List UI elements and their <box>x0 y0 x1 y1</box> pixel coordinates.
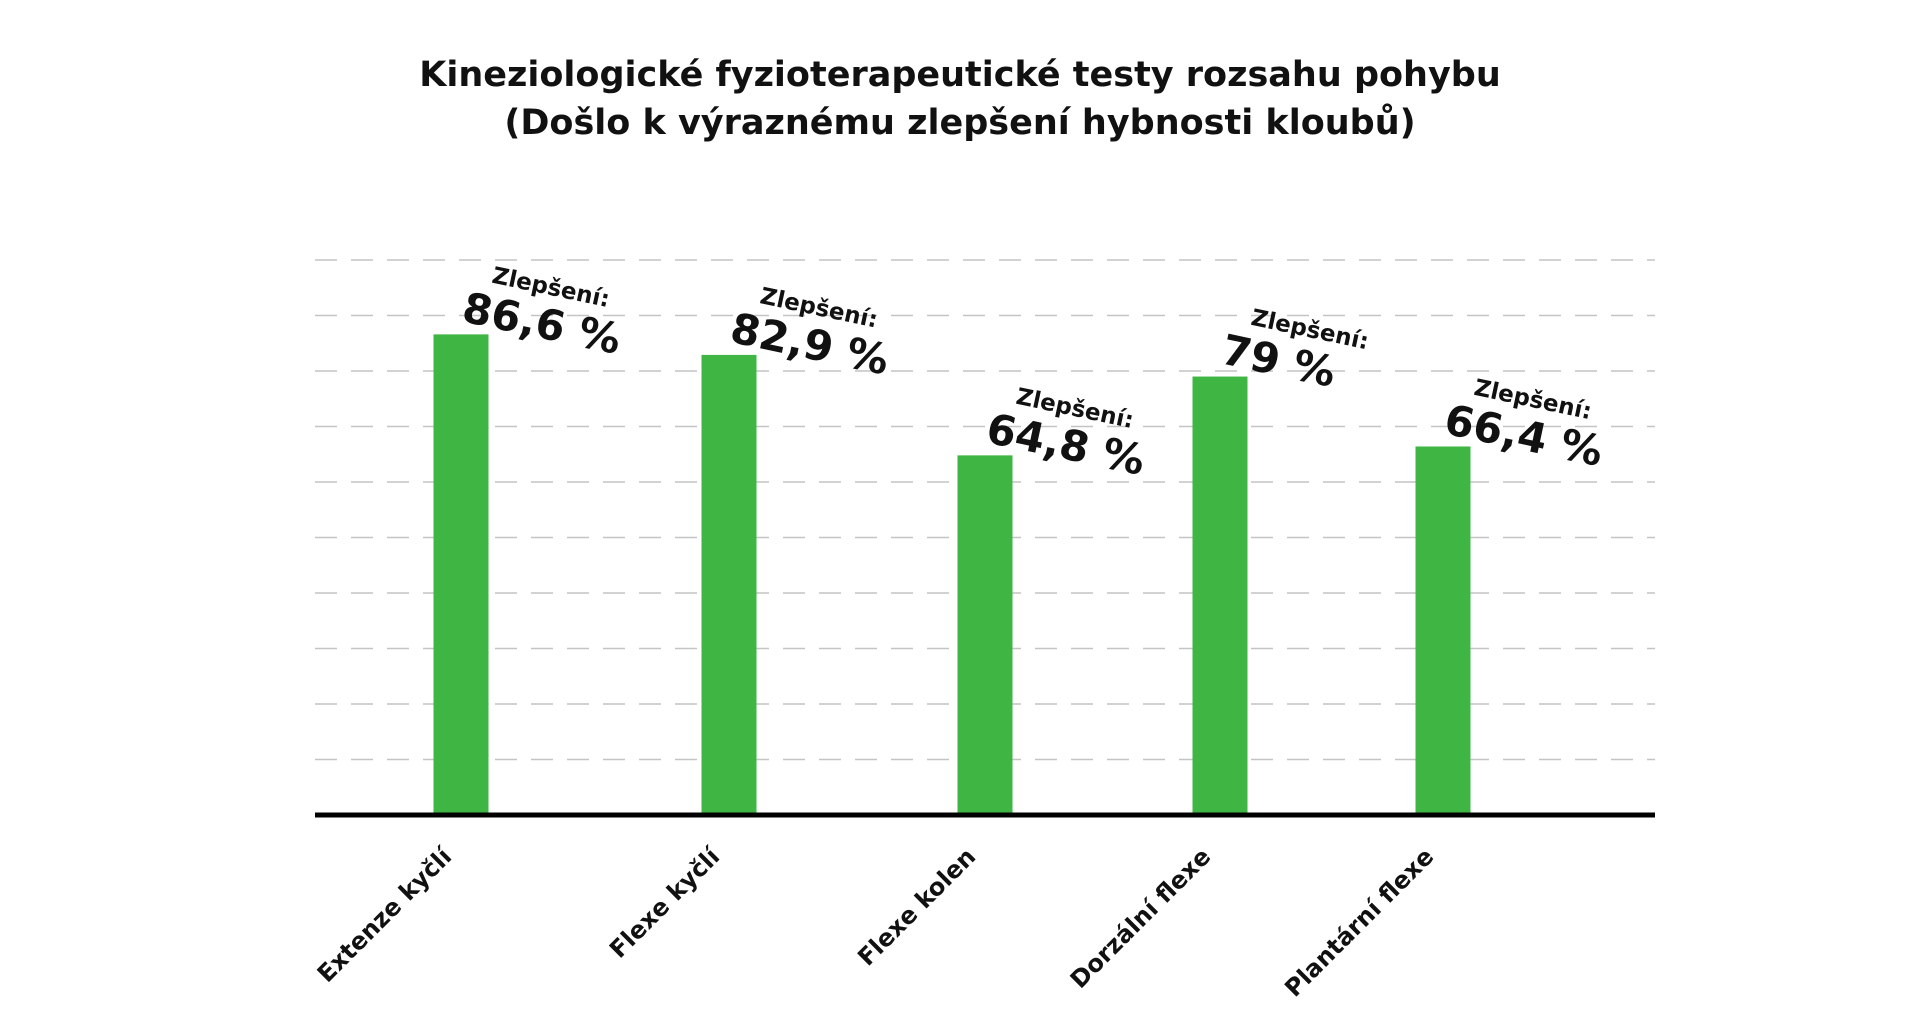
bar <box>701 354 757 815</box>
x-tick-label: Flexe kyčlí <box>604 841 726 963</box>
bar <box>1415 446 1471 815</box>
bar <box>433 334 489 815</box>
chart-title-line-1: Kineziologické fyzioterapeutické testy r… <box>419 55 1501 95</box>
chart-title-line-2: (Došlo k výraznému zlepšení hybnosti klo… <box>504 102 1415 143</box>
x-tick-label: Dorzální flexe <box>1065 842 1216 993</box>
bar <box>1192 376 1248 815</box>
x-axis: Extenze kyčlí Flexe kyčlí Flexe kolen Dorzá… <box>312 812 1655 1002</box>
x-tick-label: Flexe kolen <box>852 842 981 971</box>
bars <box>433 334 1471 815</box>
x-tick-label: Plantární flexe <box>1279 842 1439 1002</box>
x-tick-label: Extenze kyčlí <box>312 841 459 988</box>
bar <box>957 455 1013 815</box>
chart-title: Kineziologické fyzioterapeutické testy r… <box>419 55 1501 143</box>
